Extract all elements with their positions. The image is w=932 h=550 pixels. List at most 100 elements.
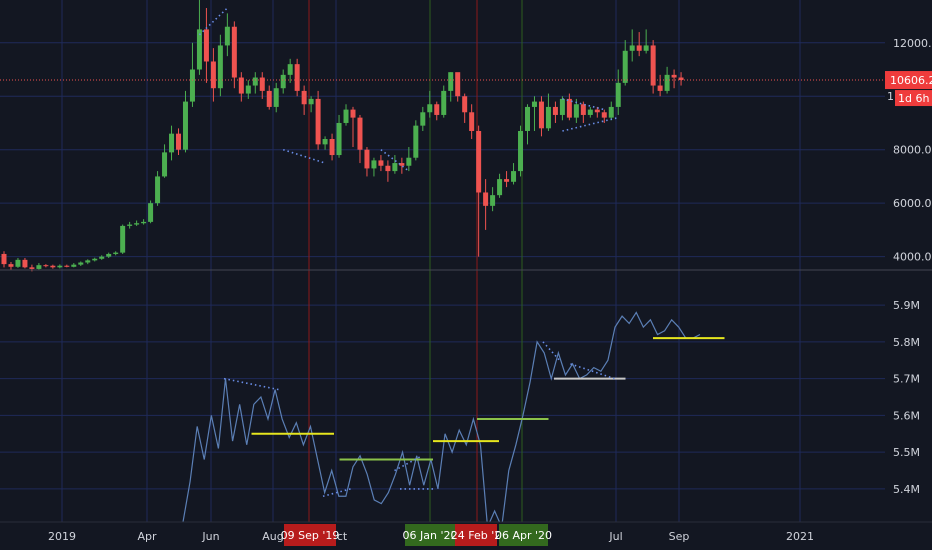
candle[interactable] xyxy=(622,40,628,86)
candle[interactable] xyxy=(629,29,635,62)
candle[interactable] xyxy=(587,106,593,118)
candle[interactable] xyxy=(490,187,496,212)
candle[interactable] xyxy=(469,104,475,140)
candle[interactable] xyxy=(106,252,112,258)
candle[interactable] xyxy=(169,125,175,161)
candle[interactable] xyxy=(322,136,328,150)
candle[interactable] xyxy=(252,72,258,94)
candle[interactable] xyxy=(15,257,21,268)
candle[interactable] xyxy=(448,72,454,102)
candle[interactable] xyxy=(434,101,440,121)
candle[interactable] xyxy=(259,72,265,99)
candle[interactable] xyxy=(280,69,286,94)
candle[interactable] xyxy=(1,251,7,268)
candle[interactable] xyxy=(92,257,98,262)
candle[interactable] xyxy=(580,101,586,123)
candle[interactable] xyxy=(78,261,84,266)
candle[interactable] xyxy=(148,200,154,224)
candle[interactable] xyxy=(203,8,209,83)
candle[interactable] xyxy=(57,264,63,269)
candle[interactable] xyxy=(343,104,349,126)
candle[interactable] xyxy=(134,220,140,226)
candle[interactable] xyxy=(99,255,105,260)
candle[interactable] xyxy=(162,144,168,178)
candle[interactable] xyxy=(127,221,133,229)
candle[interactable] xyxy=(120,224,126,254)
candle[interactable] xyxy=(357,114,363,164)
candle[interactable] xyxy=(601,109,607,123)
candle[interactable] xyxy=(273,82,279,113)
candle[interactable] xyxy=(43,264,49,268)
candle[interactable] xyxy=(294,58,300,97)
candle[interactable] xyxy=(462,93,468,123)
candle[interactable] xyxy=(287,58,293,83)
candle[interactable] xyxy=(559,96,565,121)
candle[interactable] xyxy=(224,13,230,57)
candle[interactable] xyxy=(71,263,77,268)
candle[interactable] xyxy=(615,69,621,115)
candle[interactable] xyxy=(245,80,251,99)
volume-indicator-series[interactable] xyxy=(182,311,701,530)
candle[interactable] xyxy=(518,125,524,177)
candle[interactable] xyxy=(350,106,356,148)
candle[interactable] xyxy=(657,74,663,97)
candle[interactable] xyxy=(636,32,642,57)
candle[interactable] xyxy=(231,21,237,89)
candle[interactable] xyxy=(504,171,510,188)
candle[interactable] xyxy=(336,114,342,158)
candle[interactable] xyxy=(308,96,314,113)
candle[interactable] xyxy=(406,147,412,172)
candle[interactable] xyxy=(36,263,42,270)
candle[interactable] xyxy=(671,69,677,89)
candle[interactable] xyxy=(315,90,321,150)
candle[interactable] xyxy=(301,85,307,115)
candle[interactable] xyxy=(511,163,517,185)
candle[interactable] xyxy=(545,93,551,131)
candle[interactable] xyxy=(678,72,684,86)
candle[interactable] xyxy=(427,90,433,118)
candle[interactable] xyxy=(476,125,482,257)
candle[interactable] xyxy=(196,0,202,75)
candle[interactable] xyxy=(399,157,405,174)
candle[interactable] xyxy=(238,72,244,102)
candle[interactable] xyxy=(664,66,670,94)
candle[interactable] xyxy=(594,106,600,118)
candle[interactable] xyxy=(525,104,530,145)
candle[interactable] xyxy=(420,106,426,131)
candle[interactable] xyxy=(441,85,447,118)
candle[interactable] xyxy=(483,179,489,230)
candle[interactable] xyxy=(189,42,195,107)
volume-line[interactable] xyxy=(182,311,701,530)
candle[interactable] xyxy=(538,96,544,137)
candle[interactable] xyxy=(329,133,335,161)
candle[interactable] xyxy=(371,157,377,177)
candle[interactable] xyxy=(64,264,70,268)
candle[interactable] xyxy=(378,155,384,172)
candle[interactable] xyxy=(413,120,419,161)
candle[interactable] xyxy=(385,160,391,182)
candle[interactable] xyxy=(552,101,558,123)
candle[interactable] xyxy=(266,85,272,110)
candle[interactable] xyxy=(566,93,572,121)
candle[interactable] xyxy=(50,264,56,269)
candle[interactable] xyxy=(155,171,161,206)
candle[interactable] xyxy=(650,40,656,94)
candle[interactable] xyxy=(8,261,14,270)
candlestick-series[interactable] xyxy=(1,0,684,272)
candle[interactable] xyxy=(643,29,649,54)
candle[interactable] xyxy=(455,72,461,102)
candle[interactable] xyxy=(392,155,398,174)
candle[interactable] xyxy=(531,96,537,131)
candle[interactable] xyxy=(497,173,503,198)
candle[interactable] xyxy=(141,219,147,225)
candle[interactable] xyxy=(210,48,216,102)
candle[interactable] xyxy=(22,257,28,269)
candle[interactable] xyxy=(85,259,91,265)
candle[interactable] xyxy=(364,147,370,177)
candle[interactable] xyxy=(608,101,614,121)
candle[interactable] xyxy=(182,90,188,153)
candle[interactable] xyxy=(176,128,181,156)
candle[interactable] xyxy=(113,251,119,256)
candle[interactable] xyxy=(217,34,223,97)
